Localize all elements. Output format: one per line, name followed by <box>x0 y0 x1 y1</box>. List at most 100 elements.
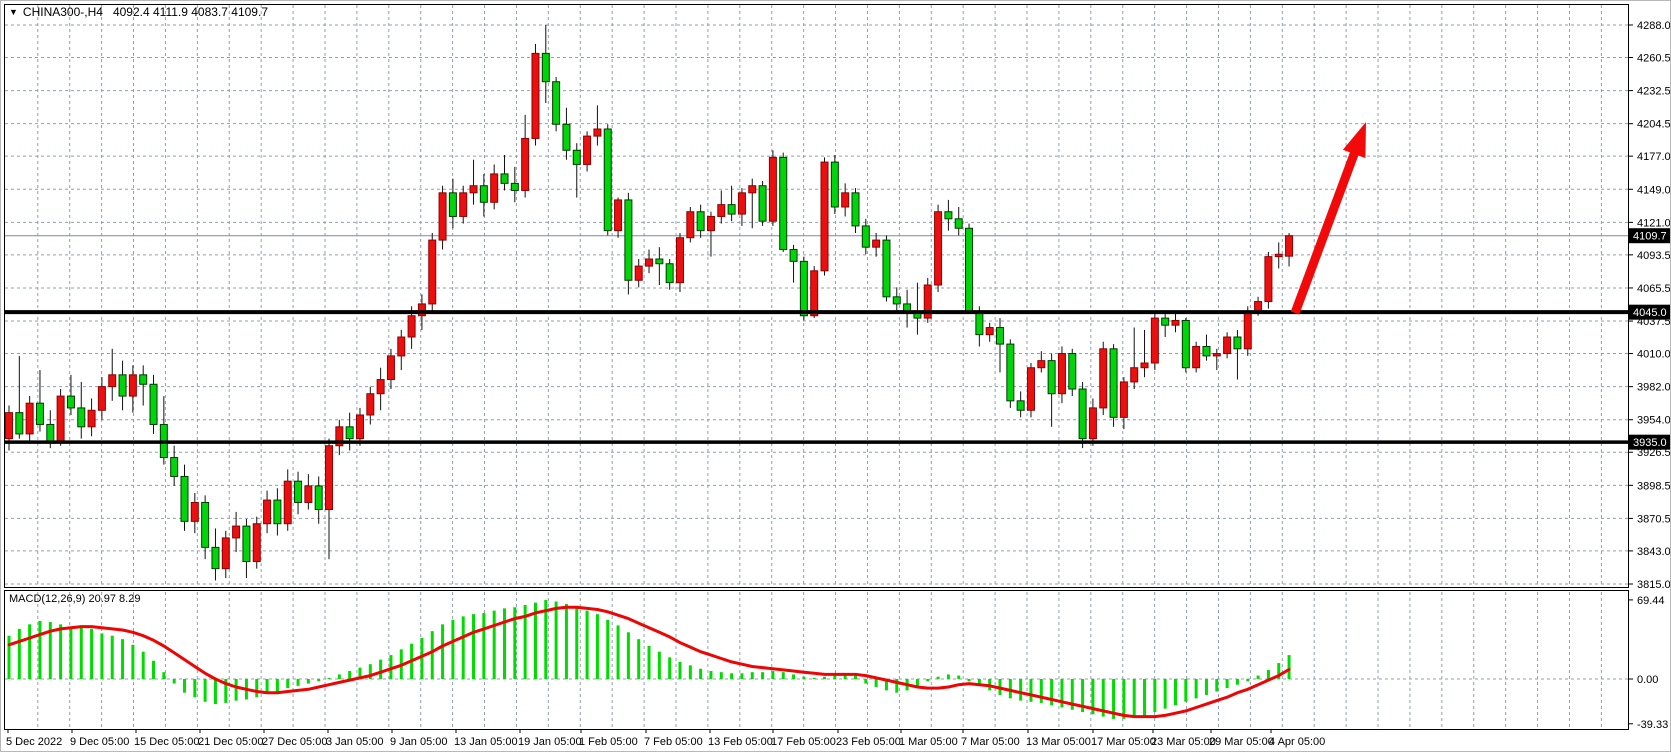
candle <box>510 166 519 203</box>
candle <box>1057 346 1066 404</box>
candle <box>717 190 726 224</box>
candle <box>1140 329 1149 378</box>
candle <box>799 256 808 321</box>
time-axis-label: 3 Jan 05:00 <box>326 736 384 748</box>
candle <box>882 235 891 302</box>
current-price-badge: 4109.7 <box>1629 228 1670 244</box>
candle <box>263 490 272 534</box>
candle <box>490 164 499 210</box>
price-axis-label: 3954.0 <box>1637 415 1671 427</box>
time-axis-label: 23 Mar 05:00 <box>1151 736 1216 748</box>
candle <box>934 204 943 293</box>
candle <box>221 530 230 579</box>
candle <box>1088 398 1097 446</box>
ohlc-values: 4092.4 4111.9 4083.7 4109.7 <box>112 5 268 19</box>
candle <box>25 396 34 441</box>
candle <box>97 377 106 420</box>
candle <box>1150 313 1159 371</box>
candle <box>562 107 571 160</box>
candle <box>1171 313 1180 333</box>
candle <box>830 155 839 215</box>
price-axis-label: 4232.5 <box>1637 86 1671 98</box>
candle <box>851 188 860 233</box>
candle <box>1109 344 1118 427</box>
time-axis-label: 1 Feb 05:00 <box>579 736 638 748</box>
time-axis-label: 17 Feb 05:00 <box>771 736 836 748</box>
time-axis-label: 19 Jan 05:00 <box>518 736 582 748</box>
candle <box>552 77 561 132</box>
price-axis: 4288.0 4260.5 4232.5 4204.5 4177.0 4149.0 4121… <box>1628 20 1671 731</box>
trend-arrow[interactable] <box>1290 122 1366 315</box>
candle <box>438 185 447 250</box>
candle <box>727 185 736 222</box>
time-axis-label: 27 Dec 05:00 <box>262 736 327 748</box>
candle <box>190 493 199 534</box>
candle <box>572 143 581 198</box>
grid-lines <box>5 5 1628 728</box>
candle <box>593 105 602 146</box>
candle <box>541 25 550 103</box>
time-axis-label: 7 Mar 05:00 <box>961 736 1020 748</box>
time-axis-label: 29 Mar 05:00 <box>1209 736 1274 748</box>
symbol-timeframe-label: CHINA300-,H4 <box>22 5 103 19</box>
candle <box>841 183 850 217</box>
candle <box>459 185 468 224</box>
candle <box>1233 329 1242 380</box>
candle <box>655 247 664 285</box>
candle <box>355 407 364 446</box>
candle <box>810 266 819 319</box>
candle <box>500 155 509 191</box>
candle <box>397 329 406 371</box>
candle <box>87 398 96 437</box>
candle <box>1006 339 1015 408</box>
price-axis-label: 3815.0 <box>1637 579 1671 591</box>
symbol-dropdown-icon[interactable]: ▼ <box>9 7 18 17</box>
candle <box>252 516 261 569</box>
time-axis-label: 13 Mar 05:00 <box>1026 736 1091 748</box>
candle <box>1161 311 1170 337</box>
candle <box>706 211 715 257</box>
candle <box>56 389 65 446</box>
candle <box>1264 251 1273 309</box>
candle <box>1192 341 1201 373</box>
candle <box>645 249 654 274</box>
svg-text:4109.7: 4109.7 <box>1633 231 1667 243</box>
candle <box>242 519 251 579</box>
candle <box>872 233 881 257</box>
candles-series <box>5 25 1294 581</box>
candle <box>1047 353 1056 427</box>
candle <box>675 233 684 293</box>
resistance-badge: 4045.0 <box>1629 304 1670 320</box>
candle <box>180 464 189 531</box>
price-axis-label: 4177.0 <box>1637 151 1671 163</box>
candle <box>77 381 86 439</box>
macd-axis-label: 69.44 <box>1637 595 1665 607</box>
candle <box>335 419 344 456</box>
candle <box>1223 332 1232 359</box>
candle <box>634 259 643 288</box>
price-axis-label: 4121.0 <box>1637 217 1671 229</box>
candle <box>768 150 777 226</box>
time-axis-label: 13 Feb 05:00 <box>708 736 773 748</box>
svg-text:4045.0: 4045.0 <box>1633 307 1667 319</box>
macd-indicator-label: MACD(12,26,9) 20.97 8.29 <box>9 593 141 605</box>
time-axis-label: 7 Feb 05:00 <box>644 736 703 748</box>
candle <box>923 277 932 323</box>
candle <box>583 131 592 172</box>
time-axis-label: 13 Jan 05:00 <box>454 736 518 748</box>
candle <box>283 469 292 531</box>
main-panel-border <box>4 4 1629 588</box>
candle <box>211 528 220 581</box>
candle <box>1202 334 1211 361</box>
candle <box>820 157 829 276</box>
candle <box>665 259 674 290</box>
candle <box>386 348 395 389</box>
candle <box>1068 348 1077 397</box>
time-axis-label: 15 Dec 05:00 <box>134 736 199 748</box>
support-badge: 3935.0 <box>1629 434 1670 450</box>
price-axis-label: 4149.0 <box>1637 184 1671 196</box>
price-axis-label: 3898.5 <box>1637 480 1671 492</box>
chart-title: ▼ CHINA300-,H4 4092.4 4111.9 4083.7 4109… <box>9 4 268 20</box>
